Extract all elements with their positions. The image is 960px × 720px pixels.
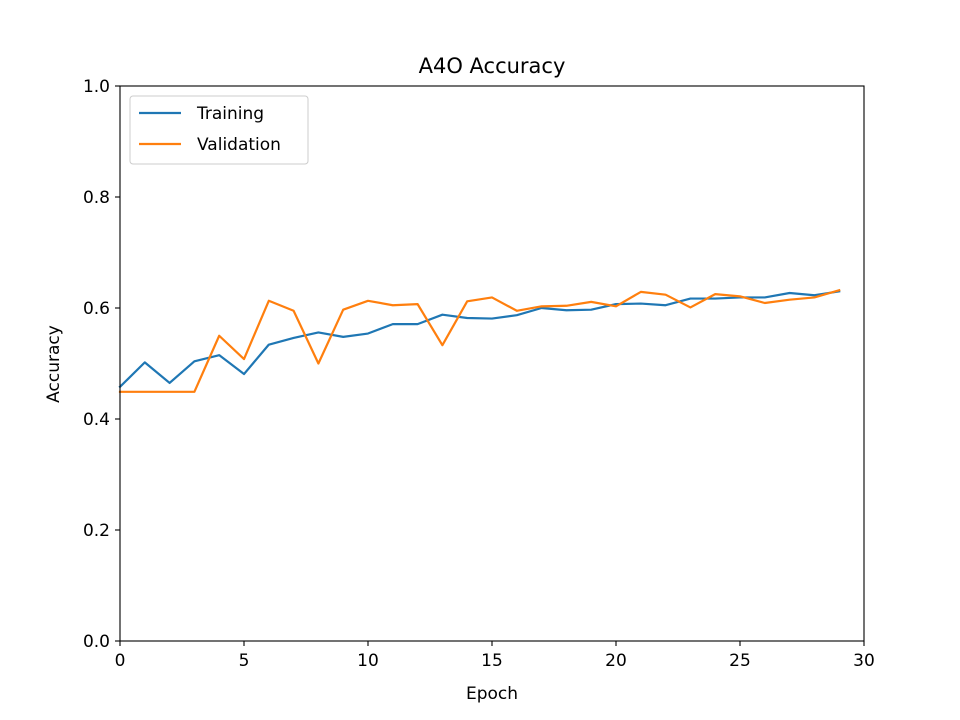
y-axis-title: Accuracy: [44, 325, 64, 403]
x-axis-title: Epoch: [466, 684, 518, 704]
x-tick-label: 0: [115, 651, 126, 671]
legend-label-training: Training: [196, 104, 264, 124]
y-tick-label: 0.0: [83, 632, 110, 652]
y-tick-label: 0.2: [83, 521, 110, 541]
y-tick-label: 1.0: [83, 77, 110, 97]
x-tick-label: 5: [239, 651, 250, 671]
series-line-validation: [118, 288, 841, 393]
x-tick-label: 15: [481, 651, 503, 671]
x-tick-label: 25: [729, 651, 751, 671]
x-tick-label: 10: [357, 651, 379, 671]
series-line-training: [118, 290, 841, 389]
y-tick-label: 0.8: [83, 188, 110, 208]
y-tick-label: 0.6: [83, 299, 110, 319]
y-tick-label: 0.4: [83, 410, 110, 430]
chart-title: A4O Accuracy: [419, 54, 566, 78]
plot-area: 0 5 10 15 20 25 30 0.0 0.2 0.4 0.6 0.8 1.0 Training Va…: [83, 77, 875, 671]
x-tick-label: 30: [853, 651, 875, 671]
legend-label-validation: Validation: [197, 135, 281, 155]
x-tick-label: 20: [605, 651, 627, 671]
